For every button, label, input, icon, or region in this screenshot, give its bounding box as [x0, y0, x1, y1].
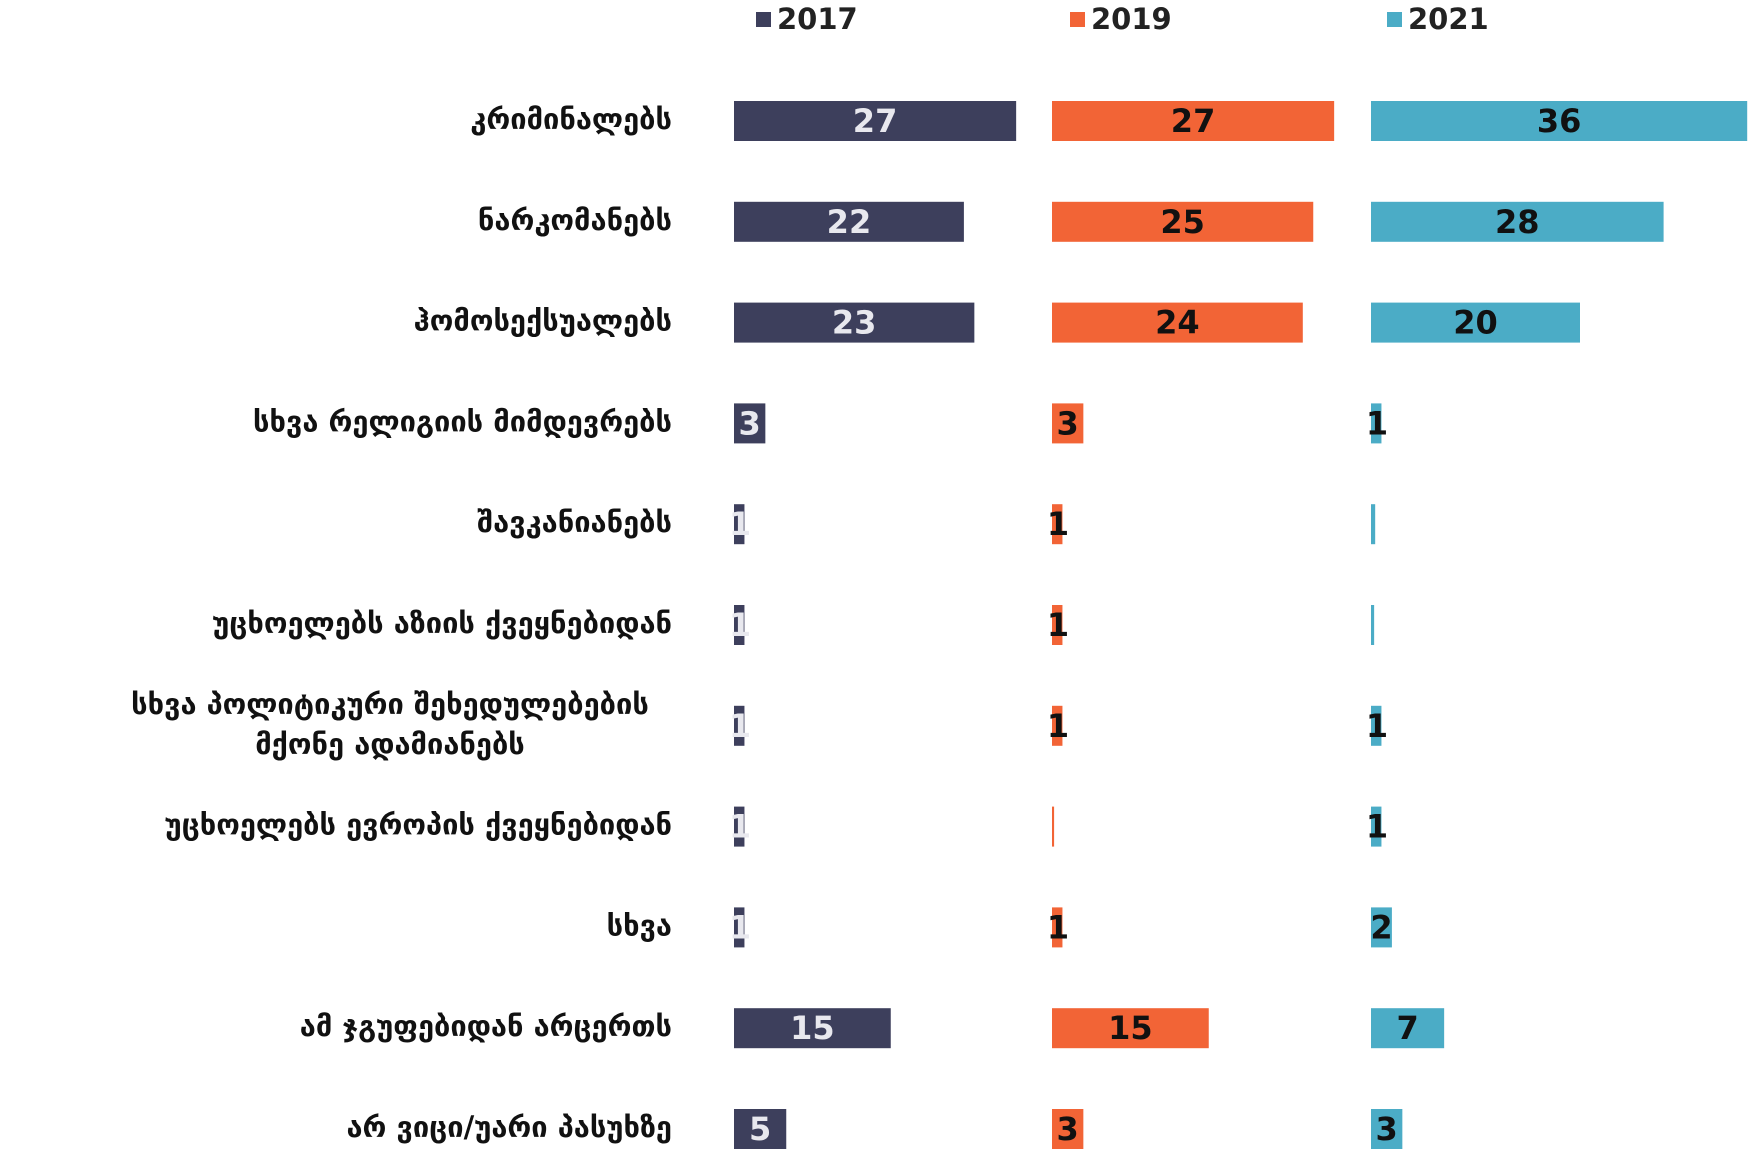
bar — [734, 302, 975, 343]
bar — [1052, 806, 1055, 847]
category-label: სხვა პოლიტიკური შეხედულებების მქონე ადამი… — [131, 687, 649, 761]
bar — [1052, 1008, 1209, 1049]
legend-label: 2019 — [1091, 2, 1172, 36]
bar — [1371, 907, 1392, 948]
bar — [1371, 705, 1382, 746]
bar — [1371, 806, 1382, 847]
bar — [1371, 1109, 1403, 1149]
bar — [1052, 605, 1063, 645]
value-label: 1 — [729, 707, 751, 745]
value-label: 7 — [1396, 1009, 1418, 1047]
value-label: 3 — [1057, 1110, 1079, 1148]
bar — [1371, 101, 1748, 141]
legend-label: 2017 — [777, 2, 858, 36]
value-label: 1 — [1366, 404, 1388, 442]
value-label: 1 — [1047, 606, 1069, 644]
category-line: მქონე ადამიანებს — [255, 727, 525, 761]
value-label: 28 — [1495, 203, 1540, 241]
bar — [1371, 1008, 1445, 1049]
value-label: 1 — [729, 808, 751, 846]
bar — [1052, 201, 1314, 242]
value-label: 20 — [1453, 304, 1498, 342]
bar — [1371, 605, 1375, 645]
category-label: უცხოელებს ევროპის ქვეყნებიდან — [165, 808, 672, 842]
legend-swatch — [1387, 12, 1402, 27]
bar — [734, 907, 745, 948]
bar — [734, 605, 745, 645]
value-label: 24 — [1155, 304, 1200, 342]
category-label: ამ ჯგუფებიდან არცერთს — [300, 1009, 672, 1043]
value-label: 1 — [1366, 808, 1388, 846]
value-label: 3 — [739, 404, 761, 442]
category-label: არ ვიცი/უარი პასუხზე — [347, 1110, 673, 1144]
legend-swatch — [756, 12, 771, 27]
bar — [734, 806, 745, 847]
value-label: 3 — [1376, 1110, 1398, 1148]
value-label: 15 — [790, 1009, 835, 1047]
value-label: 15 — [1108, 1009, 1153, 1047]
bar — [1371, 403, 1382, 444]
legend-label: 2021 — [1408, 2, 1489, 36]
bar — [1052, 403, 1084, 444]
bar — [734, 101, 1017, 141]
bar — [1052, 101, 1335, 141]
bar — [1371, 302, 1580, 343]
category-label: სხვა — [607, 908, 672, 942]
bar — [734, 1109, 787, 1149]
value-label: 1 — [1366, 707, 1388, 745]
value-label: 1 — [1047, 505, 1069, 543]
value-label: 1 — [729, 505, 751, 543]
legend-swatch — [1070, 12, 1085, 27]
value-label: 25 — [1160, 203, 1205, 241]
value-label: 5 — [749, 1110, 771, 1148]
value-label: 1 — [729, 908, 751, 946]
bar — [734, 403, 766, 444]
category-label: ნარკომანებს — [478, 203, 672, 237]
bar — [1371, 504, 1376, 545]
value-label: 3 — [1057, 404, 1079, 442]
bar — [1052, 504, 1063, 545]
bar — [1052, 302, 1303, 343]
value-label: 1 — [1047, 707, 1069, 745]
category-label: შავკანიანებს — [477, 505, 672, 539]
bar — [1052, 907, 1063, 948]
bar — [1371, 201, 1664, 242]
value-label: 22 — [827, 203, 872, 241]
value-label: 27 — [1171, 102, 1216, 140]
bar — [734, 1008, 891, 1049]
bar — [1052, 1109, 1084, 1149]
category-line: სხვა პოლიტიკური შეხედულებების — [131, 687, 649, 721]
category-label: ჰომოსექსუალებს — [414, 304, 672, 338]
category-label: სხვა რელიგიის მიმდევრებს — [253, 404, 672, 438]
bar — [734, 201, 964, 242]
value-label: 1 — [1047, 908, 1069, 946]
category-label: კრიმინალებს — [470, 102, 672, 136]
value-label: 1 — [729, 606, 751, 644]
bar — [734, 705, 745, 746]
value-label: 36 — [1537, 102, 1582, 140]
bar — [734, 504, 745, 545]
bar — [1052, 705, 1063, 746]
value-label: 2 — [1370, 908, 1392, 946]
value-label: 23 — [832, 304, 877, 342]
value-label: 27 — [853, 102, 898, 140]
category-label: უცხოელებს აზიის ქვეყნებიდან — [212, 606, 672, 640]
